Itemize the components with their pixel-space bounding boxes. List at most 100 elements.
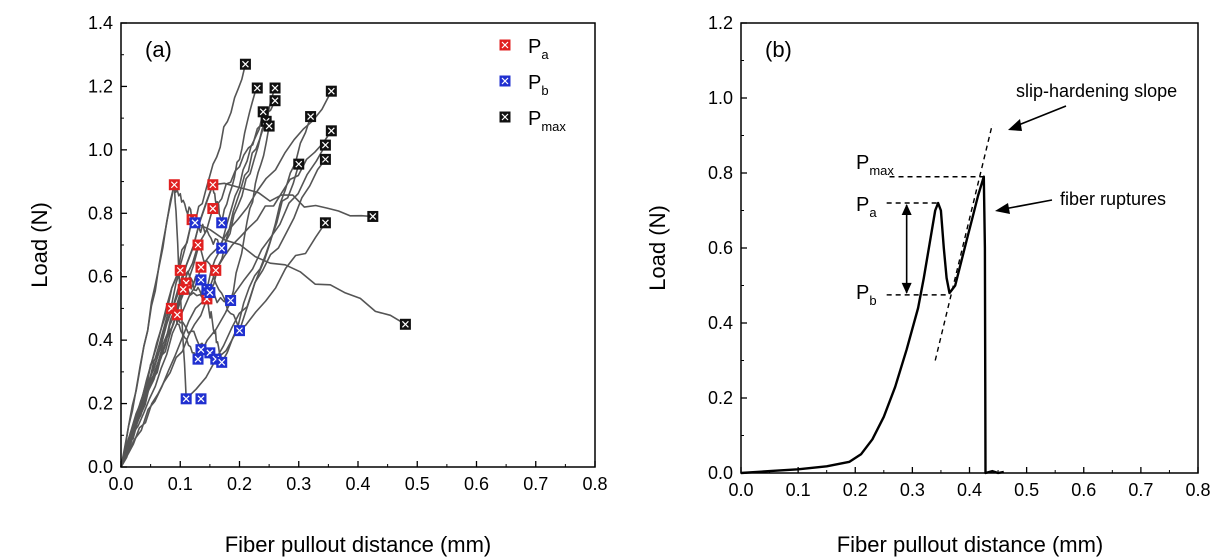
panel-b-ticks: 0.0 0.1 0.2 0.3 0.4 0.5 0.6 0.7 0.8 0.0 0.2 0.4 0.6 0… [708, 13, 1211, 500]
panel-b-x-tick-label: 0.8 [1185, 480, 1210, 500]
panel-a-point-pb [195, 393, 207, 405]
panel-a-y-tick-label: 0.2 [88, 394, 113, 414]
panel-a-point-pa [210, 264, 222, 276]
panel-a-point-pa [168, 179, 180, 191]
panel-a-point-pmax [319, 139, 331, 151]
panel-b-pb-label: Pb [856, 282, 877, 308]
panel-b-drop-arrowhead-up [901, 204, 912, 215]
panel-b-reference-lines [886, 124, 994, 361]
panel-a-point-pa [192, 239, 204, 251]
panel-a-point-pb [204, 287, 216, 299]
panel-a-plot-frame [120, 22, 596, 468]
panel-a-legend-label: Pmax [528, 108, 566, 134]
panel-a-point-pb [180, 393, 192, 405]
panel-b-slope-line [934, 124, 994, 361]
panel-b-drop-arrowhead-down [901, 282, 912, 294]
panel-a-point-pb [216, 242, 228, 254]
panel-a-point-pmax [263, 120, 275, 132]
panel-a-x-tick-label: 0.3 [286, 474, 311, 494]
panel-a-y-tick-label: 1.2 [88, 76, 113, 96]
panel-b-pa-label: Pa [856, 194, 877, 220]
panel-b-x-tick-label: 0.5 [1014, 480, 1039, 500]
panel-b-x-tick-label: 0.1 [786, 480, 811, 500]
panel-b-x-axis-title: Fiber pullout distance (mm) [837, 532, 1104, 557]
panel-a-point-pb [225, 295, 237, 306]
panel-a-point-pb [234, 325, 245, 337]
panel-a-point-pmax [325, 85, 337, 97]
panel-a-point-pmax [305, 111, 317, 123]
panel-a-point-pmax [319, 153, 331, 165]
panel-b-y-tick-label: 0.2 [708, 388, 733, 408]
panel-a-legend-marker [499, 39, 511, 51]
panel-b-pullout-curve [740, 175, 1005, 475]
panel-a-y-tick-label: 0.0 [88, 457, 113, 477]
panel-a-point-pmax [293, 158, 305, 170]
panel-b-rupture-arrowhead [995, 203, 1010, 214]
panel-b-pmax-label: Pmax [856, 152, 894, 178]
panel-a-x-tick-label: 0.6 [464, 474, 489, 494]
panel-b-x-tick-label: 0.4 [957, 480, 982, 500]
panel-a-point-pa [207, 203, 219, 215]
panel-a-point-pb [189, 217, 201, 229]
panel-a-point-pb [216, 356, 228, 368]
panel-a-legend-label: Pb [528, 72, 549, 98]
panel-a-y-tick-label: 0.8 [88, 203, 113, 223]
panel-a-x-tick-label: 0.0 [108, 474, 133, 494]
panel-b-y-tick-label: 1.0 [708, 88, 733, 108]
panel-a-x-tick-label: 0.2 [227, 474, 252, 494]
panel-a-pullout-curve [120, 116, 312, 468]
panel-a-point-pb [216, 217, 228, 229]
panel-a-pullout-curve [120, 144, 327, 468]
panel-a-point-pmax [367, 210, 379, 222]
panel-a-legend: Pa Pb Pmax [499, 36, 566, 134]
panel-a-legend-label: Pa [528, 36, 549, 62]
panel-b-y-tick-label: 0.6 [708, 238, 733, 258]
panel-b-label: (b) [765, 37, 792, 62]
panel-b-rupture-arrow [1003, 199, 1053, 210]
panel-a-point-pb [195, 274, 207, 286]
panel-a-point-pmax [319, 217, 331, 229]
panel-a-x-axis-title: Fiber pullout distance (mm) [225, 532, 492, 557]
panel-a-point-pmax [269, 95, 281, 107]
panel-b-y-tick-label: 0.0 [708, 463, 733, 483]
panel-a-point-pmax [251, 82, 263, 94]
panel-b: 0.0 0.1 0.2 0.3 0.4 0.5 0.6 0.7 0.8 0.0 0.2 0.4 0.6 0… [645, 13, 1211, 557]
panel-b-x-tick-label: 0.0 [728, 480, 753, 500]
panel-a-point-pa [195, 261, 207, 273]
panel-a: 0.0 0.1 0.2 0.3 0.4 0.5 0.6 0.7 0.8 0.0 0.2 0.4 0.6 0… [27, 13, 608, 557]
panel-b-plot-frame [740, 22, 1199, 474]
panel-a-point-pa [177, 283, 189, 295]
panel-a-x-tick-label: 0.5 [405, 474, 430, 494]
panel-a-y-tick-label: 0.6 [88, 267, 113, 287]
panel-b-x-tick-label: 0.3 [900, 480, 925, 500]
panel-b-x-tick-label: 0.6 [1071, 480, 1096, 500]
panel-a-points [165, 58, 411, 405]
panel-a-point-pa [171, 309, 183, 321]
panel-b-slope-annotation: slip-hardening slope [1016, 81, 1177, 101]
panel-b-y-tick-label: 0.8 [708, 163, 733, 183]
panel-a-ticks: 0.0 0.1 0.2 0.3 0.4 0.5 0.6 0.7 0.8 0.0 0.2 0.4 0.6 0… [88, 13, 608, 494]
panel-a-point-pmax [257, 106, 269, 118]
panel-a-x-tick-label: 0.7 [523, 474, 548, 494]
panel-b-slope-arrow [1015, 105, 1067, 127]
panel-a-y-tick-label: 1.0 [88, 140, 113, 160]
panel-b-y-axis-title: Load (N) [645, 205, 670, 291]
panel-a-y-axis-title: Load (N) [27, 202, 52, 288]
panel-b-rupture-annotation: fiber ruptures [1060, 189, 1166, 209]
panel-b-annotations: Pmax Pa Pb slip-hardening slope fiber ruptur… [856, 81, 1177, 308]
panel-b-x-tick-label: 0.7 [1128, 480, 1153, 500]
panel-b-x-tick-label: 0.2 [843, 480, 868, 500]
panel-a-point-pa [165, 302, 177, 314]
panel-b-y-tick-label: 0.4 [708, 313, 733, 333]
panel-a-point-pmax [269, 82, 281, 94]
panel-a-point-pa [207, 179, 219, 191]
panel-a-curves [120, 64, 406, 468]
panel-a-point-pmax [239, 58, 251, 70]
panel-a-x-tick-label: 0.4 [345, 474, 370, 494]
panel-a-x-tick-label: 0.1 [168, 474, 193, 494]
panel-b-y-tick-label: 1.2 [708, 13, 733, 33]
panel-a-pullout-curve [120, 111, 264, 468]
panel-b-slope-arrowhead [1008, 119, 1022, 131]
panel-a-legend-marker [499, 111, 511, 123]
